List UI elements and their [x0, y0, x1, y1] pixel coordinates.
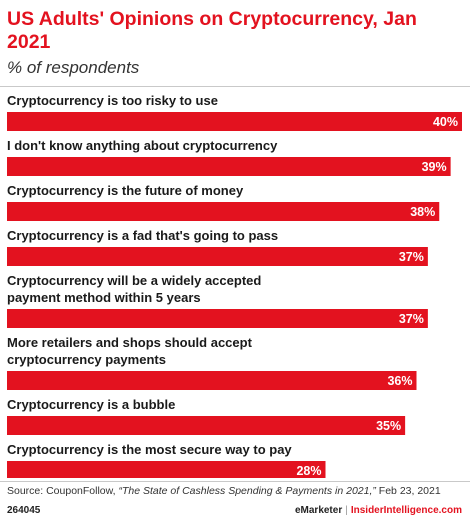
bar	[7, 309, 428, 328]
category-label: Cryptocurrency will be a widely accepted	[7, 273, 261, 288]
category-label: More retailers and shops should accept	[7, 335, 253, 350]
category-label: Cryptocurrency is the future of money	[7, 183, 244, 198]
value-label: 39%	[422, 160, 447, 174]
bar-chart: Cryptocurrency is too risky to use 40% I d…	[7, 93, 462, 478]
value-label: 37%	[399, 312, 424, 326]
bar	[7, 247, 428, 266]
value-label: 40%	[433, 115, 458, 129]
bar	[7, 157, 451, 176]
chart-title: US Adults' Opinions on Cryptocurrency, J…	[7, 8, 417, 53]
top-divider	[0, 86, 470, 87]
category-label: Cryptocurrency is the most secure way to…	[7, 442, 292, 457]
brand-insider-intelligence-link[interactable]: InsiderIntelligence.com	[350, 505, 462, 516]
brand-separator: |	[345, 505, 348, 516]
value-label: 35%	[376, 419, 401, 433]
value-label: 38%	[410, 205, 435, 219]
chart-subtitle: % of respondents	[7, 58, 140, 77]
category-label: Cryptocurrency is a bubble	[7, 397, 175, 412]
source-note: Source: CouponFollow, “The State of Cash…	[7, 485, 467, 497]
bar	[7, 461, 326, 478]
chart-id: 264045	[7, 505, 41, 516]
bar	[7, 371, 417, 390]
source-title: “The State of Cashless Spending & Paymen…	[118, 485, 376, 497]
brand-emarketer: eMarketer	[294, 505, 343, 516]
bar	[7, 202, 440, 221]
value-label: 28%	[296, 464, 321, 478]
brand-credit: eMarketer | InsiderIntelligence.com	[295, 505, 462, 516]
value-label: 37%	[399, 250, 424, 264]
category-label: Cryptocurrency is too risky to use	[7, 93, 218, 108]
bar	[7, 112, 462, 131]
category-label: I don't know anything about cryptocurren…	[7, 138, 278, 153]
value-label: 36%	[387, 374, 412, 388]
source-date: Feb 23, 2021	[375, 485, 441, 497]
bottom-divider	[0, 481, 470, 482]
category-label: cryptocurrency payments	[7, 352, 166, 367]
category-label: payment method within 5 years	[7, 290, 201, 305]
category-label: Cryptocurrency is a fad that's going to …	[7, 228, 278, 243]
bar	[7, 416, 406, 435]
source-lead: Source: CouponFollow,	[7, 485, 119, 497]
